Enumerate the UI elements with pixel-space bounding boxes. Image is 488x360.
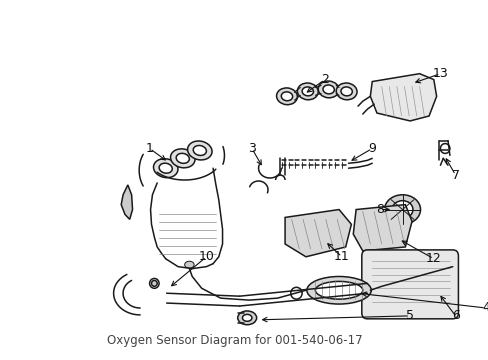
Text: 7: 7: [450, 168, 459, 181]
Ellipse shape: [237, 311, 256, 325]
Ellipse shape: [306, 276, 370, 304]
Text: 12: 12: [425, 252, 441, 265]
Polygon shape: [369, 74, 436, 121]
Text: 3: 3: [247, 142, 255, 155]
Text: 8: 8: [375, 203, 383, 216]
Ellipse shape: [276, 88, 297, 105]
Ellipse shape: [297, 83, 318, 100]
Text: 2: 2: [320, 73, 328, 86]
Text: 1: 1: [145, 142, 153, 155]
Ellipse shape: [322, 85, 334, 94]
Ellipse shape: [336, 83, 356, 100]
Ellipse shape: [302, 87, 313, 96]
Ellipse shape: [384, 195, 420, 224]
Ellipse shape: [318, 81, 338, 98]
FancyBboxPatch shape: [361, 250, 457, 319]
Circle shape: [290, 287, 302, 299]
Ellipse shape: [184, 261, 194, 268]
Ellipse shape: [176, 153, 189, 163]
Text: Oxygen Sensor Diagram for 001-540-06-17: Oxygen Sensor Diagram for 001-540-06-17: [106, 334, 362, 347]
Ellipse shape: [391, 201, 412, 219]
Polygon shape: [352, 204, 411, 251]
Ellipse shape: [170, 149, 195, 168]
Text: 9: 9: [367, 142, 375, 155]
Polygon shape: [121, 185, 132, 219]
Ellipse shape: [153, 159, 178, 178]
Text: 6: 6: [451, 309, 459, 322]
Circle shape: [149, 278, 159, 288]
Ellipse shape: [315, 282, 362, 299]
Ellipse shape: [242, 314, 251, 321]
Text: 11: 11: [333, 250, 349, 263]
Ellipse shape: [281, 92, 292, 101]
Ellipse shape: [187, 141, 212, 160]
Text: 10: 10: [198, 250, 214, 263]
Ellipse shape: [340, 87, 351, 96]
Circle shape: [440, 144, 449, 153]
Circle shape: [151, 280, 157, 286]
Text: 4: 4: [481, 301, 488, 315]
Text: 13: 13: [432, 67, 447, 80]
Polygon shape: [285, 210, 351, 257]
Ellipse shape: [193, 145, 206, 156]
Ellipse shape: [159, 163, 172, 173]
Text: 5: 5: [406, 309, 413, 322]
